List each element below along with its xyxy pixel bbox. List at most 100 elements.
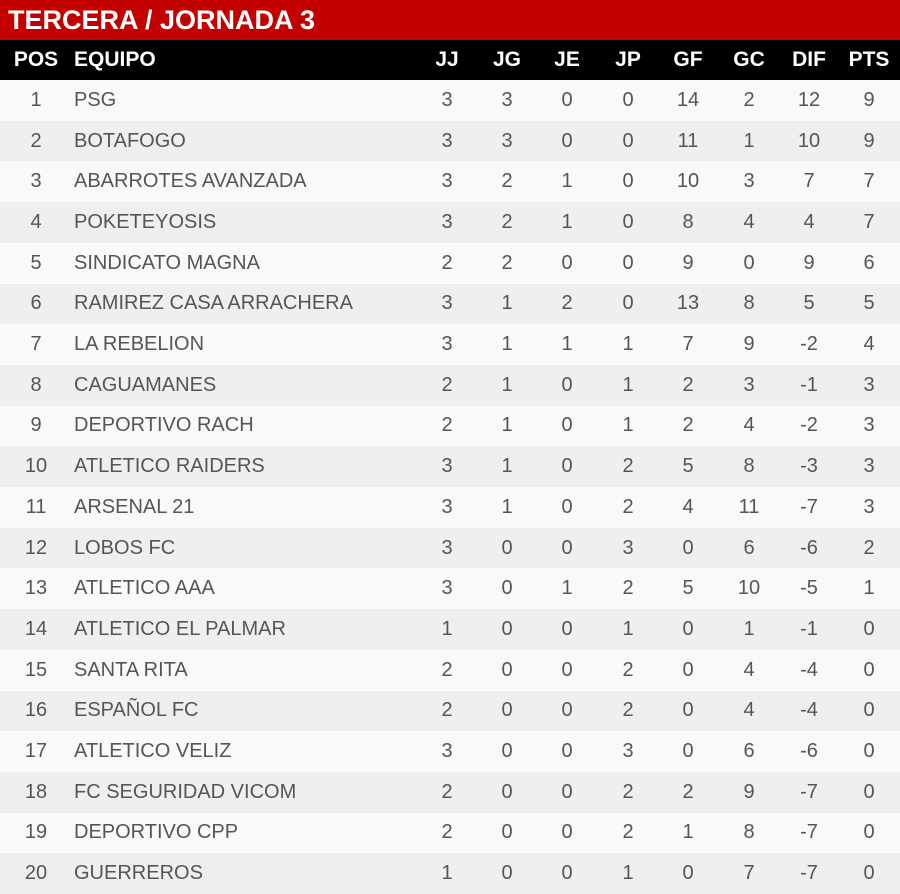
stat-cell: 6 [743,740,755,763]
stat-cell: 0 [863,862,875,885]
stat-cell: 3 [441,536,453,559]
stat-cell: 3 [863,495,875,518]
stat-cell: 19 [24,821,48,844]
stat-cell: 3 [441,129,453,152]
stat-cell: 3 [441,170,453,193]
stat-cell: 0 [682,740,694,763]
stat-cell: 0 [561,251,573,274]
stat-cell: 2 [501,170,513,193]
stat-cell: 3 [501,129,513,152]
stat-cell: 9 [863,129,875,152]
stat-cell: 1 [501,414,513,437]
title: TERCERA / JORNADA 3 [0,0,900,40]
team-name: ESPAÑOL FC [74,699,199,722]
stat-cell: 9 [743,780,755,803]
stat-cell: 2 [622,455,634,478]
team-name: DEPORTIVO RACH [74,414,254,437]
stat-cell: 0 [561,617,573,640]
stat-cell: -7 [800,821,818,844]
stat-cell: 0 [622,292,634,315]
stat-cell: 1 [441,862,453,885]
team-name: SINDICATO MAGNA [74,251,260,274]
stat-cell: 9 [30,414,42,437]
stat-cell: 3 [501,88,513,111]
stat-cell: 10 [24,455,48,478]
stat-cell: 11 [677,129,699,152]
stat-cell: 1 [501,455,513,478]
stat-cell: 3 [441,210,453,233]
header-cell: JP [615,48,641,71]
stat-cell: 0 [561,821,573,844]
header-cell: JG [492,48,521,71]
stat-cell: 3 [441,88,453,111]
stat-cell: 4 [803,210,815,233]
stat-cell: 0 [561,658,573,681]
stat-cell: 1 [501,292,513,315]
stat-cell: 12 [797,88,821,111]
stat-cell: 3 [863,373,875,396]
stat-cell: 0 [863,740,875,763]
team-name: BOTAFOGO [74,129,186,152]
stat-cell: 0 [501,536,513,559]
stat-cell: 2 [441,658,453,681]
stat-cell: 0 [561,129,573,152]
stat-cell: 2 [561,292,573,315]
team-name: FC SEGURIDAD VICOM [74,780,297,803]
header-cell: JE [554,48,580,71]
stat-cell: 0 [561,495,573,518]
stat-cell: 2 [622,699,634,722]
team-name: RAMIREZ CASA ARRACHERA [74,292,353,315]
stat-cell: -1 [800,617,818,640]
stat-cell: 3 [441,455,453,478]
stat-cell: 0 [622,129,634,152]
table-row: 8 CAGUAMANES 2 1 0 1 2 3 -1 3 [0,364,900,406]
stat-cell: -4 [800,699,818,722]
stat-cell: 3 [743,373,755,396]
team-name: ATLETICO RAIDERS [74,455,265,478]
stat-cell: 3 [863,455,875,478]
stat-cell: -7 [800,862,818,885]
stat-cell: 1 [561,210,573,233]
header-cell: GC [733,48,765,71]
stat-cell: -6 [800,536,818,559]
stat-cell: 11 [738,495,760,518]
stat-cell: 5 [803,292,815,315]
stat-cell: 20 [24,862,48,885]
stat-cell: 3 [441,333,453,356]
table-row: 2 BOTAFOGO 3 3 0 0 11 1 10 9 [0,120,900,162]
stat-cell: 8 [743,821,755,844]
stat-cell: 5 [863,292,875,315]
stat-cell: 7 [682,333,694,356]
stat-cell: 2 [622,495,634,518]
stat-cell: 8 [30,373,42,396]
stat-cell: 0 [501,780,513,803]
stat-cell: -7 [800,495,818,518]
stat-cell: 4 [863,333,875,356]
team-name: GUERREROS [74,862,203,885]
stat-cell: -3 [800,455,818,478]
stat-cell: 4 [743,210,755,233]
stat-cell: 2 [863,536,875,559]
stat-cell: 4 [743,414,755,437]
stat-cell: 0 [561,88,573,111]
stat-cell: 3 [441,577,453,600]
stat-cell: 1 [622,862,634,885]
table-row: 17 ATLETICO VELIZ 3 0 0 3 0 6 -6 0 [0,731,900,772]
stat-cell: 0 [561,455,573,478]
table-row: 12 LOBOS FC 3 0 0 3 0 6 -6 2 [0,527,900,569]
stat-cell: 2 [743,88,755,111]
table-row: 9 DEPORTIVO RACH 2 1 0 1 2 4 -2 3 [0,405,900,447]
stat-cell: 0 [682,617,694,640]
stat-cell: 4 [682,495,694,518]
table-row: 1 PSG 3 3 0 0 14 2 12 9 [0,80,900,121]
stat-cell: 1 [561,333,573,356]
stat-cell: 0 [622,170,634,193]
stat-cell: 4 [30,210,42,233]
stat-cell: 2 [682,780,694,803]
stat-cell: -7 [800,780,818,803]
stat-cell: 0 [561,536,573,559]
stat-cell: 0 [863,699,875,722]
stat-cell: 7 [743,862,755,885]
stat-cell: 0 [682,658,694,681]
